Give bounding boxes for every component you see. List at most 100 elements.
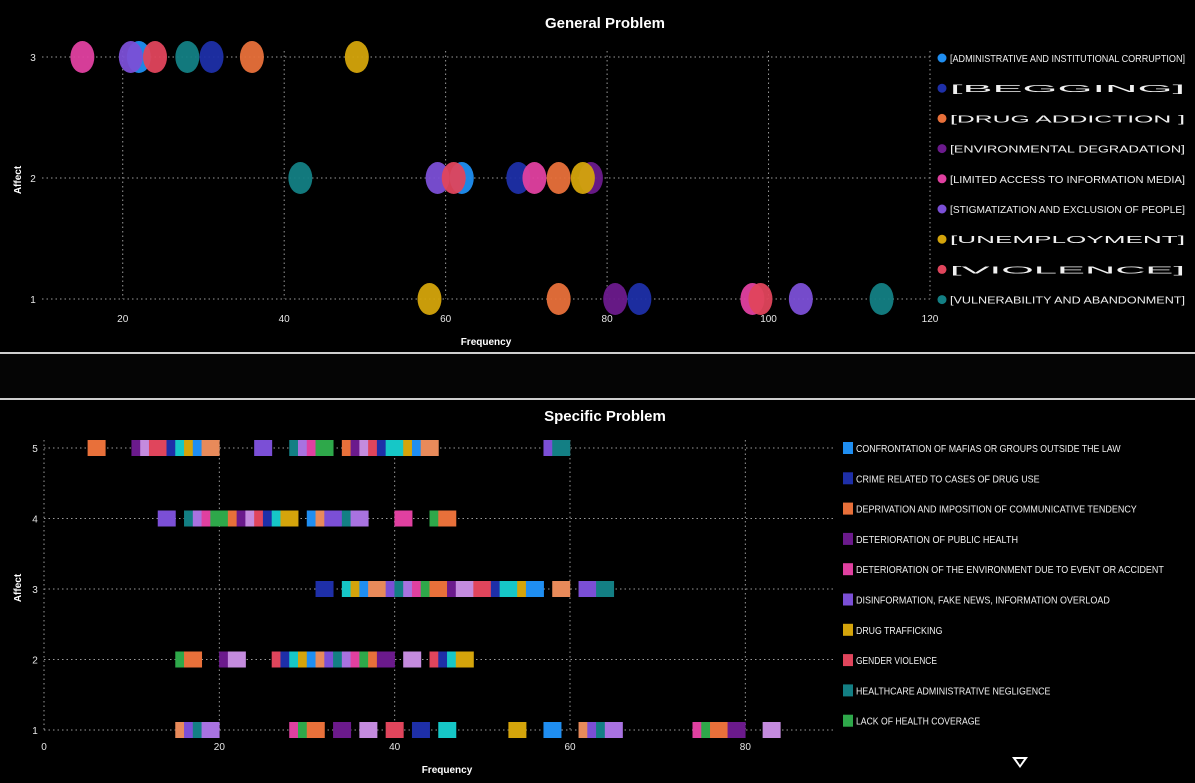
- data-point[interactable]: [441, 162, 466, 194]
- x-tick-label: 100: [760, 314, 777, 325]
- legend-item[interactable]: [VIOLENCE]: [937, 264, 1186, 276]
- legend-item[interactable]: DETERIORATION OF PUBLIC HEALTH: [843, 532, 1018, 546]
- legend-marker: [843, 714, 853, 727]
- data-point[interactable]: [175, 41, 200, 73]
- data-point[interactable]: [578, 581, 597, 597]
- legend-marker: [937, 264, 947, 274]
- data-point[interactable]: [411, 722, 430, 738]
- data-point[interactable]: [604, 722, 623, 738]
- legend-item[interactable]: [UNEMPLOYMENT]: [937, 234, 1186, 246]
- data-point[interactable]: [473, 581, 492, 597]
- data-point[interactable]: [368, 581, 387, 597]
- legend-item[interactable]: [DRUG ADDICTION ]: [937, 113, 1186, 125]
- data-point[interactable]: [280, 510, 299, 527]
- data-point[interactable]: [552, 440, 571, 456]
- data-point[interactable]: [499, 581, 518, 597]
- data-point[interactable]: [438, 510, 457, 527]
- legend-item[interactable]: [BEGGING]: [937, 83, 1186, 95]
- data-point[interactable]: [87, 440, 106, 456]
- panel-divider: [0, 398, 1195, 400]
- data-point[interactable]: [455, 651, 474, 668]
- data-point[interactable]: [201, 440, 220, 456]
- data-point[interactable]: [288, 162, 313, 194]
- legend-item[interactable]: HEALTHCARE ADMINISTRATIVE NEGLIGENCE: [843, 684, 1050, 697]
- legend-item[interactable]: [STIGMATIZATION AND EXCLUSION OF PEOPLE]: [937, 204, 1186, 216]
- legend[interactable]: [ADMINISTRATIVE AND INSTITUTIONAL CORRUP…: [937, 53, 1186, 307]
- data-point[interactable]: [596, 581, 615, 597]
- data-point[interactable]: [788, 283, 813, 315]
- data-point[interactable]: [748, 283, 773, 315]
- data-point[interactable]: [143, 41, 168, 73]
- data-point[interactable]: [184, 651, 203, 668]
- data-point[interactable]: [522, 162, 547, 194]
- data-point[interactable]: [148, 440, 167, 456]
- legend-label: DETERIORATION OF PUBLIC HEALTH: [856, 534, 1018, 546]
- data-point[interactable]: [508, 722, 527, 738]
- data-point[interactable]: [344, 41, 369, 73]
- legend-item[interactable]: GENDER VIOLENCE: [843, 654, 937, 667]
- data-point[interactable]: [210, 510, 229, 527]
- data-point[interactable]: [227, 651, 246, 668]
- data-point[interactable]: [525, 581, 544, 597]
- legend-label: [BEGGING]: [950, 83, 1185, 95]
- data-point[interactable]: [315, 440, 334, 456]
- data-point[interactable]: [350, 510, 369, 527]
- data-point[interactable]: [199, 41, 224, 73]
- x-tick-label: 80: [740, 742, 752, 753]
- data-point[interactable]: [543, 722, 562, 738]
- legend-item[interactable]: DRUG TRAFFICKING: [843, 623, 942, 637]
- data-point[interactable]: [118, 41, 143, 73]
- data-point[interactable]: [710, 722, 729, 738]
- legend-label: DETERIORATION OF THE ENVIRONMENT DUE TO …: [856, 564, 1164, 576]
- data-point[interactable]: [385, 440, 404, 456]
- legend-item[interactable]: CRIME RELATED TO CASES OF DRUG USE: [843, 472, 1040, 485]
- data-point[interactable]: [552, 581, 571, 597]
- legend-item[interactable]: DETERIORATION OF THE ENVIRONMENT DUE TO …: [843, 563, 1164, 576]
- data-point[interactable]: [239, 41, 264, 73]
- data-point[interactable]: [603, 283, 628, 315]
- legend-item[interactable]: [ADMINISTRATIVE AND INSTITUTIONAL CORRUP…: [937, 53, 1186, 65]
- data-point[interactable]: [417, 283, 442, 315]
- data-point[interactable]: [385, 722, 404, 738]
- legend-item[interactable]: DISINFORMATION, FAKE NEWS, INFORMATION O…: [843, 593, 1110, 607]
- data-point[interactable]: [429, 581, 448, 597]
- data-point[interactable]: [727, 722, 746, 738]
- data-point[interactable]: [359, 722, 378, 738]
- data-point[interactable]: [306, 722, 325, 738]
- data-point[interactable]: [394, 510, 413, 527]
- scroll-down-icon[interactable]: [1012, 757, 1028, 768]
- data-point[interactable]: [157, 510, 176, 527]
- data-point[interactable]: [254, 440, 273, 456]
- data-point[interactable]: [762, 722, 781, 738]
- legend-item[interactable]: DEPRIVATION AND IMPOSITION OF COMMUNICAT…: [843, 502, 1137, 516]
- data-point[interactable]: [869, 283, 894, 315]
- legend-item[interactable]: [ENVIRONMENTAL DEGRADATION]: [937, 144, 1186, 156]
- data-point[interactable]: [455, 581, 474, 597]
- data-point[interactable]: [324, 510, 343, 527]
- legend-item[interactable]: LACK OF HEALTH COVERAGE: [843, 714, 980, 728]
- legend-label: LACK OF HEALTH COVERAGE: [856, 716, 980, 728]
- legend-label: DEPRIVATION AND IMPOSITION OF COMMUNICAT…: [856, 504, 1137, 516]
- legend-item[interactable]: [LIMITED ACCESS TO INFORMATION MEDIA]: [937, 174, 1186, 186]
- legend-label: [UNEMPLOYMENT]: [950, 234, 1185, 246]
- legend[interactable]: CONFRONTATION OF MAFIAS OR GROUPS OUTSID…: [843, 442, 1164, 728]
- data-point[interactable]: [315, 581, 334, 597]
- legend-marker: [937, 204, 947, 214]
- data-point[interactable]: [627, 283, 652, 315]
- data-point[interactable]: [570, 162, 595, 194]
- data-point[interactable]: [420, 440, 439, 456]
- legend-item[interactable]: CONFRONTATION OF MAFIAS OR GROUPS OUTSID…: [843, 442, 1121, 455]
- data-point[interactable]: [376, 651, 395, 668]
- legend-item[interactable]: [VULNERABILITY AND ABANDONMENT]: [937, 295, 1186, 307]
- data-point[interactable]: [438, 722, 457, 738]
- data-point[interactable]: [546, 283, 571, 315]
- legend-marker: [937, 113, 947, 123]
- data-point[interactable]: [70, 41, 95, 73]
- data-point[interactable]: [403, 651, 422, 668]
- data-point[interactable]: [201, 722, 220, 738]
- data-point[interactable]: [546, 162, 571, 194]
- legend-marker: [843, 532, 853, 545]
- data-point[interactable]: [333, 722, 352, 738]
- x-axis-label: Frequency: [422, 765, 473, 776]
- legend-marker: [937, 83, 947, 93]
